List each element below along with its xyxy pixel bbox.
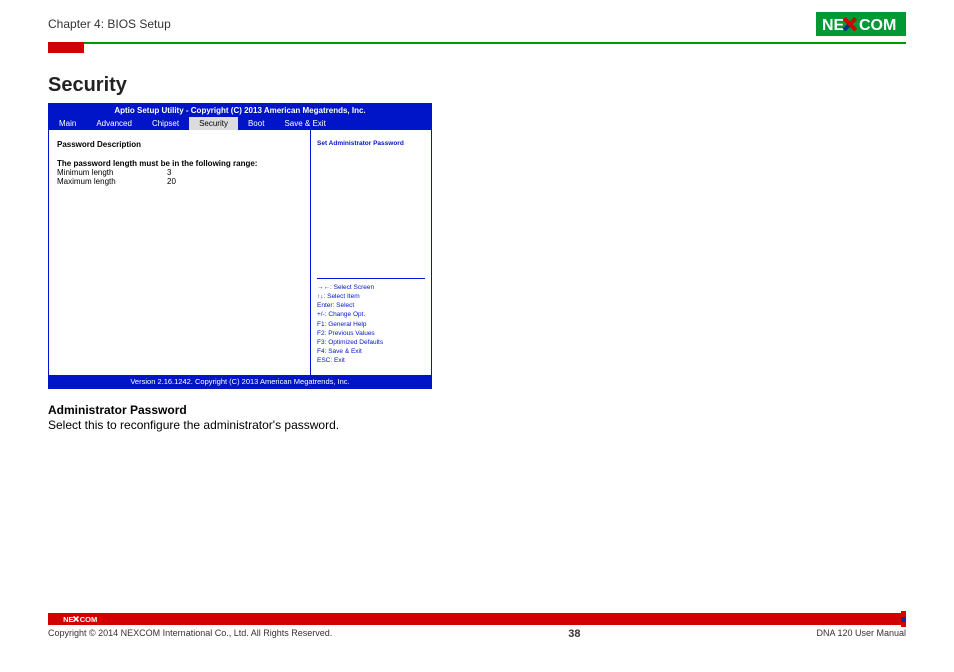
help-line: F1: General Help: [317, 320, 425, 329]
bios-left-panel: Password Description The password length…: [49, 130, 311, 375]
svg-text:COM: COM: [859, 17, 896, 34]
description-text: Select this to reconfigure the administr…: [48, 418, 906, 432]
help-line: →←: Select Screen: [317, 283, 425, 292]
chapter-title: Chapter 4: BIOS Setup: [48, 17, 171, 31]
footer-squares-icon: [893, 611, 907, 627]
svg-text:COM: COM: [80, 615, 98, 624]
help-line: F2: Previous Values: [317, 329, 425, 338]
svg-text:NE: NE: [822, 17, 845, 34]
help-line: ESC: Exit: [317, 356, 425, 365]
nexcom-logo-footer: NE COM: [52, 614, 110, 624]
copyright-text: Copyright © 2014 NEXCOM International Co…: [48, 628, 332, 640]
password-description-label: Password Description: [57, 140, 302, 149]
page-number: 38: [568, 628, 580, 640]
help-line: Enter: Select: [317, 301, 425, 310]
max-length-row: Maximum length 20: [57, 177, 302, 186]
max-length-value: 20: [167, 177, 176, 186]
nexcom-logo-top: NE COM: [816, 12, 906, 36]
header-divider: [48, 42, 906, 44]
tab-save-exit[interactable]: Save & Exit: [274, 117, 335, 130]
svg-text:NE: NE: [63, 615, 73, 624]
footer-red-bar: NE COM: [48, 613, 906, 625]
bios-key-help: →←: Select Screen ↑↓: Select Item Enter:…: [317, 278, 425, 365]
min-length-row: Minimum length 3: [57, 168, 302, 177]
section-title: Security: [48, 74, 906, 97]
help-line: +/-: Change Opt.: [317, 310, 425, 319]
help-line: F3: Optimized Defaults: [317, 338, 425, 347]
min-length-value: 3: [167, 168, 171, 177]
bios-window: Aptio Setup Utility - Copyright (C) 2013…: [48, 103, 432, 389]
bios-right-panel: Set Administrator Password →←: Select Sc…: [311, 130, 431, 375]
tab-boot[interactable]: Boot: [238, 117, 274, 130]
max-length-label: Maximum length: [57, 177, 167, 186]
min-length-label: Minimum length: [57, 168, 167, 177]
password-range-text: The password length must be in the follo…: [57, 159, 302, 168]
bios-footer: Version 2.16.1242. Copyright (C) 2013 Am…: [49, 375, 431, 388]
help-line: ↑↓: Select Item: [317, 292, 425, 301]
manual-name: DNA 120 User Manual: [816, 628, 906, 640]
bios-header: Aptio Setup Utility - Copyright (C) 2013…: [49, 104, 431, 117]
tab-advanced[interactable]: Advanced: [86, 117, 142, 130]
description-title: Administrator Password: [48, 403, 906, 417]
tab-security[interactable]: Security: [189, 117, 238, 130]
tab-main[interactable]: Main: [49, 117, 86, 130]
tab-chipset[interactable]: Chipset: [142, 117, 189, 130]
administrator-password-item[interactable]: Administrator Password: [57, 206, 302, 215]
bios-tab-bar: Main Advanced Chipset Security Boot Save…: [49, 117, 431, 130]
red-accent-block: [48, 42, 84, 53]
help-line: F4: Save & Exit: [317, 347, 425, 356]
bios-help-title: Set Administrator Password: [317, 140, 425, 147]
